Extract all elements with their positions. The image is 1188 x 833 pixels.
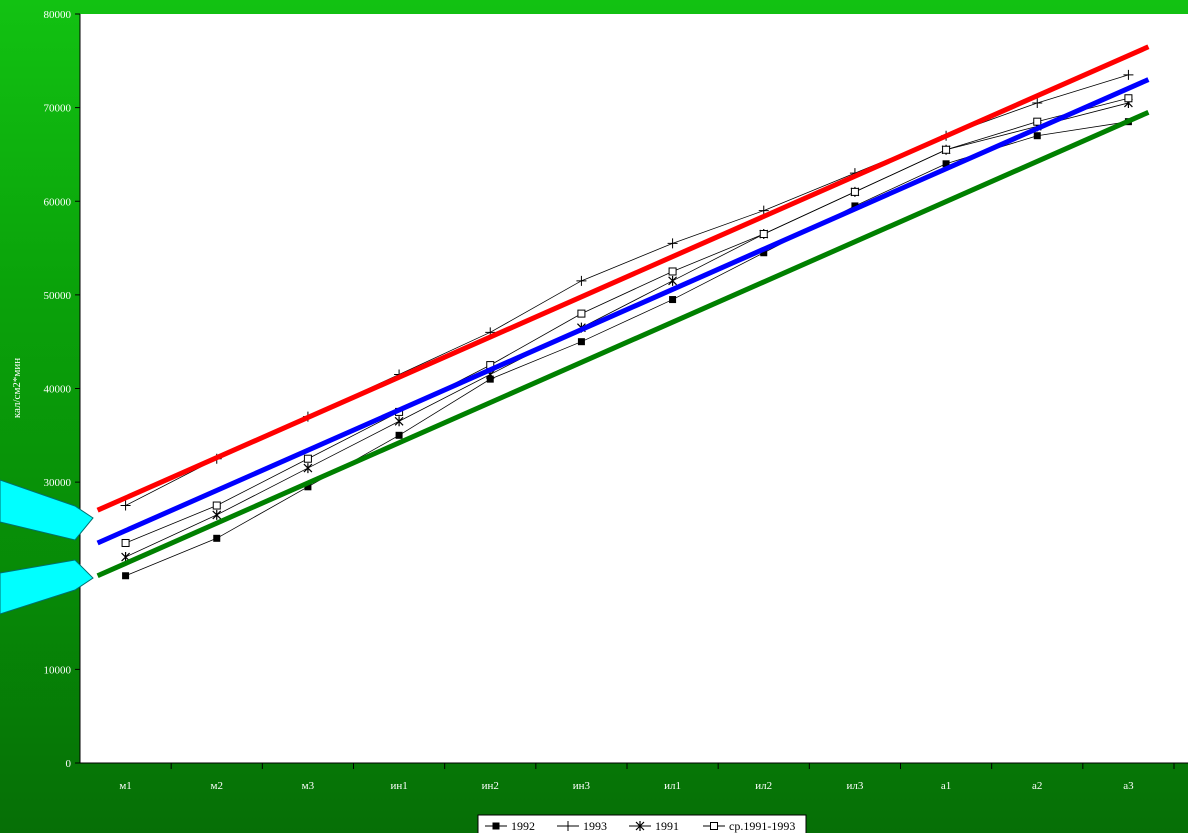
- point-1991: [394, 416, 404, 427]
- point-1991: [635, 821, 645, 831]
- y-axis-ticks: 0100002000030000400005000060000700008000…: [44, 9, 80, 770]
- x-tick-label: м3: [302, 780, 315, 792]
- x-tick-label: ил1: [664, 780, 681, 792]
- point-1991: [212, 509, 222, 520]
- series-line: [125, 97, 1129, 544]
- point-1993: [120, 500, 131, 511]
- y-tick-label: 10000: [44, 664, 72, 676]
- point-average: [303, 454, 312, 463]
- x-tick-label: ил2: [755, 780, 772, 792]
- legend: 1992 1993 1991 ср.1991-1993: [477, 814, 807, 833]
- point-1992: [760, 249, 768, 257]
- trend-layer: [96, 44, 1150, 579]
- x-tick-label: ин1: [390, 780, 407, 792]
- y-tick-label: 70000: [44, 103, 72, 115]
- trend-line-2: [96, 77, 1150, 546]
- x-tick-label: ин2: [482, 780, 499, 792]
- point-1991: [303, 463, 313, 474]
- point-1993: [667, 238, 678, 249]
- point-1992: [1033, 132, 1041, 140]
- point-average: [759, 230, 768, 239]
- legend-label: ср.1991-1993: [729, 819, 795, 833]
- point-1992: [122, 572, 130, 580]
- point-1993: [563, 821, 573, 831]
- y-axis-label: кал/см2*мин: [11, 358, 23, 418]
- point-average: [121, 538, 130, 547]
- legend-label: 1992: [511, 819, 535, 833]
- series-line: [125, 121, 1129, 577]
- point-1993: [576, 275, 587, 286]
- callout-arrow-upper: [0, 479, 94, 541]
- x-tick-label: м1: [119, 780, 131, 792]
- x-tick-label: ил3: [846, 780, 863, 792]
- callout-arrows: [0, 479, 94, 615]
- y-tick-label: 80000: [44, 9, 72, 21]
- point-average: [577, 309, 586, 318]
- legend-label: 1991: [655, 819, 679, 833]
- y-tick-label: 30000: [44, 477, 72, 489]
- point-average: [850, 187, 859, 196]
- point-1993: [1123, 69, 1134, 80]
- point-1992: [304, 483, 312, 491]
- callout-arrow-lower: [0, 559, 94, 615]
- x-axis-ticks: м1 м2 м3 ин1 ин2 ин3 ил1 ил2 ил3 а1 а2 а3: [119, 763, 1175, 792]
- y-tick-label: 40000: [44, 384, 72, 396]
- point-1992: [577, 338, 585, 346]
- x-tick-label: а1: [941, 780, 951, 792]
- point-1992: [213, 534, 221, 542]
- point-average: [710, 822, 718, 830]
- series-line: [125, 102, 1129, 558]
- point-1991: [668, 275, 678, 286]
- trend-line-1: [96, 44, 1150, 513]
- point-1992: [492, 822, 500, 830]
- point-1992: [669, 296, 677, 304]
- point-average: [942, 145, 951, 154]
- series-4: [121, 94, 1133, 547]
- x-tick-label: м2: [211, 780, 223, 792]
- legend-label: 1993: [583, 819, 607, 833]
- point-1992: [942, 160, 950, 168]
- point-average: [1124, 94, 1133, 103]
- y-tick-label: 60000: [44, 196, 72, 208]
- y-tick-label: 50000: [44, 290, 72, 302]
- point-1993: [1032, 97, 1043, 108]
- point-average: [212, 501, 221, 510]
- x-tick-label: а2: [1032, 780, 1042, 792]
- point-1992: [395, 431, 403, 439]
- x-tick-label: ин3: [573, 780, 591, 792]
- plot-area: [80, 14, 1188, 763]
- x-tick-label: а3: [1123, 780, 1134, 792]
- y-tick-label: 0: [66, 758, 72, 770]
- point-average: [668, 267, 677, 276]
- point-average: [1033, 117, 1042, 126]
- trend-line-3: [96, 110, 1150, 579]
- point-1992: [851, 202, 859, 210]
